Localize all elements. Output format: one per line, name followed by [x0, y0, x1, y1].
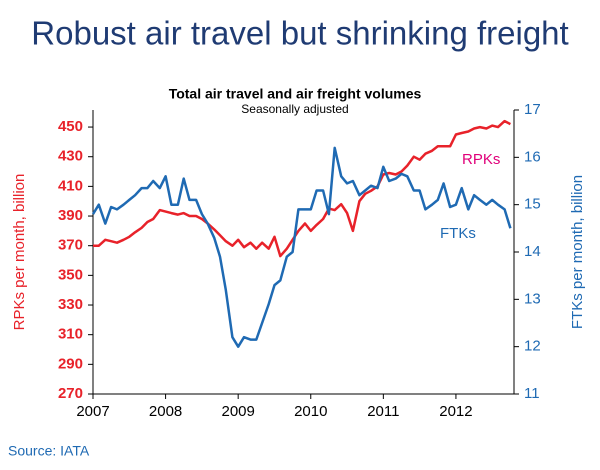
y-tick-label: 370	[58, 237, 83, 254]
source: Source: IATA	[8, 443, 90, 459]
y2-tick-label: 16	[524, 148, 541, 165]
y-tick-label: 270	[58, 385, 83, 402]
y-tick-label: 330	[58, 296, 83, 313]
chart-subtitle: Seasonally adjusted	[241, 102, 348, 116]
y2-tick-label: 15	[524, 196, 541, 213]
y2-tick-label: 13	[524, 290, 541, 307]
x-tick-label: 2007	[76, 403, 109, 420]
y2-tick-label: 11	[524, 385, 540, 402]
y2-axis-label: FTKs per month, billion	[569, 175, 586, 329]
page-title: Robust air travel but shrinking freight	[31, 15, 568, 52]
x-tick-label: 2011	[367, 403, 399, 420]
y2-tick-label: 17	[524, 101, 541, 118]
annotation: FTKs	[440, 225, 476, 242]
y-tick-label: 310	[58, 326, 83, 343]
y-tick-label: 450	[58, 118, 83, 135]
y-tick-label: 410	[58, 177, 83, 194]
annotation: RPKs	[462, 151, 500, 168]
x-tick-label: 2008	[149, 403, 182, 420]
y2-tick-label: 12	[524, 338, 541, 355]
chart-title: Total air travel and air freight volumes	[169, 86, 422, 102]
x-tick-label: 2012	[439, 403, 472, 420]
line-series	[91, 146, 512, 348]
y-tick-label: 390	[58, 207, 83, 224]
y2-tick-label: 14	[524, 243, 541, 260]
x-tick-label: 2010	[294, 403, 327, 420]
y-tick-label: 350	[58, 266, 83, 283]
line-series	[93, 119, 511, 258]
x-tick-label: 2009	[221, 403, 254, 420]
y-axis-label: RPKs per month, billion	[11, 174, 28, 331]
y-tick-label: 290	[58, 355, 83, 372]
y-tick-label: 430	[58, 148, 83, 165]
